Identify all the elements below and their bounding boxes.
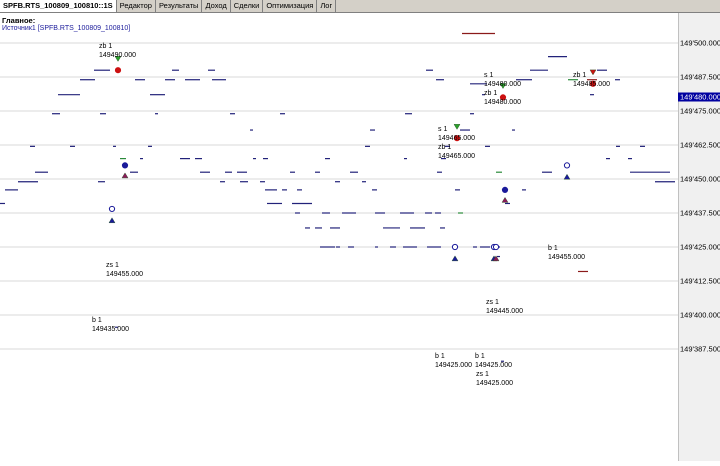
annotation-price: 149465.000 xyxy=(438,153,475,160)
tab-chart[interactable]: SPFB.RTS_100809_100810::1S xyxy=(0,0,117,12)
price-tick: 149'475.000 xyxy=(680,106,720,116)
price-tick: 149'437.500 xyxy=(680,208,720,218)
annotation-signal: b 1 xyxy=(435,353,445,360)
annotation-signal: zs 1 xyxy=(476,371,489,378)
annotation-signal: b 1 xyxy=(475,353,485,360)
buy-marker xyxy=(501,186,509,193)
annotation-signal: zb 1 xyxy=(438,144,451,151)
sell-arrow-down-icon xyxy=(589,69,597,76)
current-price-label: 149'480.000 xyxy=(678,92,720,102)
entry-arrow-up-icon xyxy=(121,172,129,179)
exit-arrow-down-icon xyxy=(114,56,122,62)
sell-marker xyxy=(114,67,122,74)
annotation-signal: b 1 xyxy=(548,245,558,252)
entry-arrow-up-icon xyxy=(492,255,500,262)
buy-arrow-up-icon xyxy=(563,173,571,180)
sell-marker xyxy=(589,80,597,87)
buy-marker xyxy=(108,205,116,213)
sell-marker xyxy=(453,135,461,142)
price-tick: 149'450.000 xyxy=(680,174,720,184)
tab-bar-filler xyxy=(336,0,720,12)
entry-arrow-up-icon xyxy=(501,197,509,203)
annotation-price: 149465.000 xyxy=(438,135,475,142)
annotation-signal: zb 1 xyxy=(99,43,112,50)
tab-results[interactable]: Результаты xyxy=(155,0,203,12)
tab-editor[interactable]: Редактор xyxy=(116,0,156,12)
trade-annotations: zb 1 149490.000 s 1 149480.000 zb 1 149480.00… xyxy=(92,43,610,387)
price-axis[interactable]: 149'500.000 149'487.500 149'475.000 149'462… xyxy=(678,13,720,461)
buy-marker xyxy=(451,243,459,251)
price-tick: 149'400.000 xyxy=(680,310,720,320)
price-tick: 149'412.500 xyxy=(680,276,720,286)
annotation-price: 149435.000 xyxy=(92,326,129,333)
price-tick: 149'500.000 xyxy=(680,38,720,48)
annotation-price: 149490.000 xyxy=(99,52,136,59)
chart-grid xyxy=(0,42,678,350)
buy-marker xyxy=(121,162,129,169)
chart-plot[interactable]: zb 1 149490.000 s 1 149480.000 zb 1 149480.00… xyxy=(0,13,678,461)
exit-arrow-down-icon xyxy=(453,124,461,130)
trade-markers xyxy=(108,56,597,262)
tab-income[interactable]: Доход xyxy=(202,0,231,12)
order-levels xyxy=(0,32,675,362)
annotation-price: 149425.000 xyxy=(476,380,513,387)
tab-optimization[interactable]: Оптимизация xyxy=(263,0,318,12)
price-tick: 149'487.500 xyxy=(680,72,720,82)
annotation-price: 149425.000 xyxy=(435,362,472,369)
price-tick: 149'425.000 xyxy=(680,242,720,252)
annotation-price: 149480.000 xyxy=(484,99,521,106)
annotation-signal: zs 1 xyxy=(486,299,499,306)
annotation-signal: zb 1 xyxy=(484,90,497,97)
chart-source: Источник1 [SPFB.RTS_100809_100810] xyxy=(2,25,131,32)
annotation-price: 149485.000 xyxy=(573,81,610,88)
exit-arrow-down-icon xyxy=(499,83,507,89)
sell-marker xyxy=(499,94,507,101)
annotation-signal: b 1 xyxy=(92,317,102,324)
annotation-signal: zb 1 xyxy=(573,72,586,79)
buy-arrow-up-icon xyxy=(451,255,459,262)
annotation-price: 149445.000 xyxy=(486,308,523,315)
buy-marker xyxy=(492,243,500,251)
annotation-price: 149480.000 xyxy=(484,81,521,88)
annotation-price: 149455.000 xyxy=(548,254,585,261)
tab-bar: SPFB.RTS_100809_100810::1S Редактор Резу… xyxy=(0,0,720,13)
annotation-signal: s 1 xyxy=(484,72,493,79)
annotation-price: 149425.000 xyxy=(475,362,512,369)
annotation-signal: s 1 xyxy=(438,126,447,133)
annotation-signal: zs 1 xyxy=(106,262,119,269)
buy-arrow-up-icon xyxy=(108,217,116,224)
tab-trades[interactable]: Сделки xyxy=(230,0,264,12)
price-chart[interactable]: zb 1 149490.000 s 1 149480.000 zb 1 149480.00… xyxy=(0,13,678,461)
chart-title: Главное: xyxy=(2,16,36,25)
buy-marker xyxy=(563,162,571,169)
price-tick: 149'462.500 xyxy=(680,140,720,150)
tab-log[interactable]: Лог xyxy=(317,0,337,12)
price-tick: 149'387.500 xyxy=(680,344,720,354)
annotation-price: 149455.000 xyxy=(106,271,143,278)
